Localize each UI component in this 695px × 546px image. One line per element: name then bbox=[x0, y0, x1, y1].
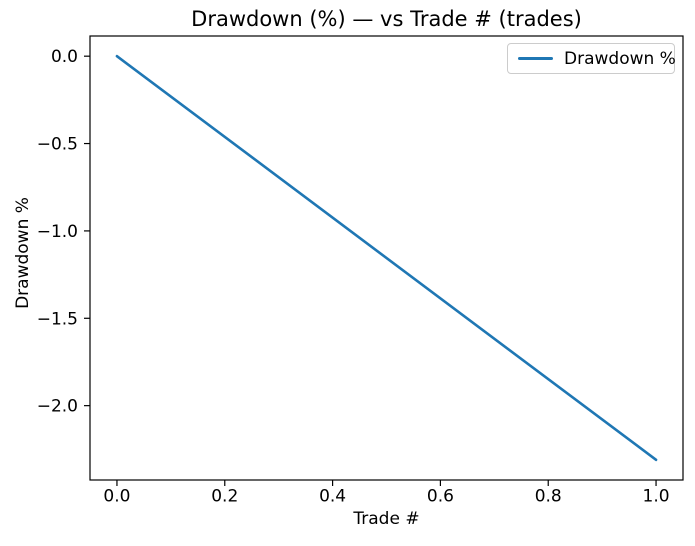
y-tick-label: −1.0 bbox=[37, 222, 78, 242]
x-tick-label: 0.2 bbox=[211, 487, 238, 507]
x-tick-label: 0.4 bbox=[319, 487, 346, 507]
y-tick-label: 0.0 bbox=[51, 47, 78, 67]
x-tick-label: 0.8 bbox=[535, 487, 562, 507]
x-tick-label: 0.0 bbox=[103, 487, 130, 507]
series-line bbox=[115, 54, 658, 462]
y-tick-label: −1.5 bbox=[37, 309, 78, 329]
x-axis-label: Trade # bbox=[353, 509, 420, 529]
x-tick-label: 1.0 bbox=[643, 487, 670, 507]
x-tick-label: 0.6 bbox=[427, 487, 454, 507]
axes-frame bbox=[89, 35, 684, 481]
legend-label: Drawdown % bbox=[564, 48, 676, 69]
y-tick-label: −2.0 bbox=[37, 397, 78, 417]
legend: Drawdown % bbox=[507, 43, 676, 74]
legend-line-sample bbox=[518, 57, 553, 60]
y-tick-label: −0.5 bbox=[37, 135, 78, 155]
chart-title: Drawdown (%) — vs Trade # (trades) bbox=[191, 7, 582, 31]
